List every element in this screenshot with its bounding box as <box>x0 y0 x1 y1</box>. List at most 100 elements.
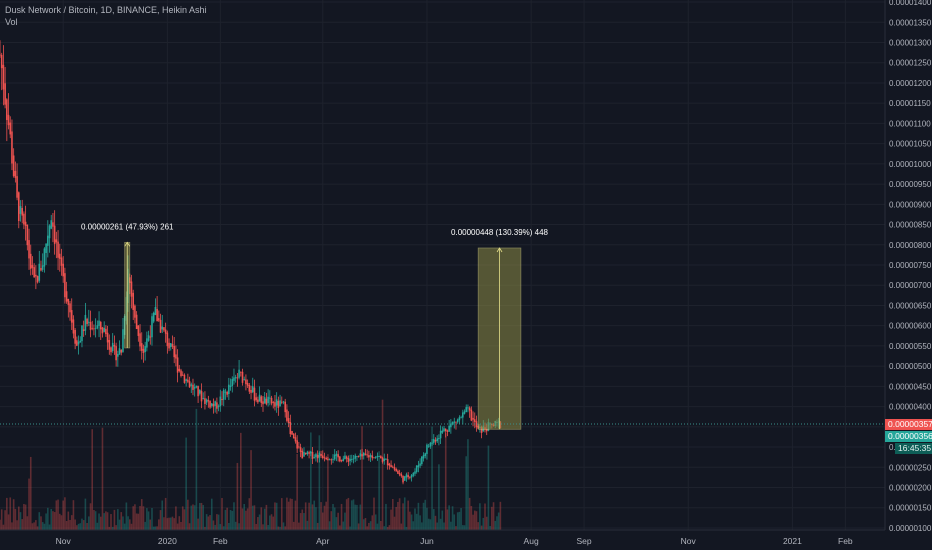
volume-bar <box>199 503 201 530</box>
candle-body <box>364 453 367 455</box>
candle-body <box>40 268 42 271</box>
volume-bar <box>169 517 172 530</box>
volume-bar <box>224 509 227 530</box>
time-tick-label: 2021 <box>783 536 802 546</box>
candle-body <box>374 457 377 458</box>
candle-body <box>417 465 420 468</box>
volume-bar <box>251 505 254 530</box>
volume-bar <box>197 518 199 530</box>
symbol-title[interactable]: Dusk Network / Bitcoin, 1D, BINANCE, Hei… <box>5 5 207 15</box>
candle-body <box>183 374 186 383</box>
candle-body <box>14 170 17 178</box>
volume-bar <box>330 511 333 530</box>
volume-bar <box>26 516 29 530</box>
candle-body <box>57 241 59 258</box>
candle-body <box>332 459 334 461</box>
time-axis[interactable]: Nov 2020 Feb Apr Jun Aug Sep Nov 2021 Feb <box>0 529 885 546</box>
price-tick-label: 0.00000650 <box>889 301 932 310</box>
candle-body <box>89 321 92 330</box>
candle-body <box>431 442 433 444</box>
candle-body <box>424 453 427 456</box>
candle-body <box>132 292 135 310</box>
candle-body <box>188 381 191 388</box>
candle-body <box>154 306 157 315</box>
candle-body <box>41 265 44 270</box>
candle-body <box>366 454 368 456</box>
volume-bar <box>340 503 343 530</box>
volume-bar <box>69 520 71 530</box>
volume-bar <box>272 516 275 530</box>
candle-body <box>349 458 351 462</box>
volume-bar <box>475 511 478 530</box>
volume-bar <box>229 510 232 530</box>
volume-bar <box>159 510 162 530</box>
candle-body <box>229 385 232 388</box>
volume-bar <box>200 502 203 530</box>
price-tick-label: 0.00001400 <box>889 0 932 7</box>
price-tick-label: 0.00000500 <box>889 362 932 371</box>
candle-body <box>193 387 196 389</box>
candle-body <box>373 457 375 459</box>
volume-bar <box>359 504 362 530</box>
volume-bar <box>485 516 488 530</box>
candle-body <box>26 224 29 246</box>
candle-body <box>427 446 430 448</box>
volume-bar <box>407 500 409 530</box>
candle-body <box>303 451 305 457</box>
candle-body <box>117 353 119 357</box>
volume-bar <box>183 509 186 530</box>
candle-body <box>210 403 213 406</box>
measurement-tools[interactable]: 0.00000261 (47.93%) 261 0.00000448 (130.3… <box>81 222 549 430</box>
price-tick-label: 0.00001350 <box>889 18 932 27</box>
candle-body <box>460 417 462 419</box>
candle-body <box>152 312 155 322</box>
candle-body <box>82 329 85 332</box>
candle-body <box>246 382 249 386</box>
candle-body <box>432 439 435 443</box>
volume-bar <box>115 525 117 530</box>
candle-body <box>311 451 314 459</box>
volume-bar <box>419 515 421 530</box>
candle-body <box>352 458 355 460</box>
volume-indicator-label[interactable]: Vol <box>5 17 18 27</box>
candle-body <box>76 340 78 346</box>
candle-body <box>178 368 181 372</box>
volume-bar <box>108 526 111 530</box>
volume-bar <box>477 522 479 530</box>
volume-bar <box>7 514 10 530</box>
candle-body <box>414 471 416 474</box>
time-tick-label: Nov <box>681 536 697 546</box>
candle-body <box>286 409 288 421</box>
candle-body <box>330 459 333 461</box>
volume-bar <box>443 522 445 530</box>
candle-body <box>407 475 409 478</box>
measure-box: 0.00000261 (47.93%) 261 <box>81 222 174 349</box>
volume-bar <box>94 511 97 530</box>
candle-body <box>226 391 228 395</box>
volume-bar <box>55 500 58 530</box>
candle-body <box>245 379 247 385</box>
volume-bar <box>456 512 459 530</box>
candle-body <box>354 455 357 459</box>
candle-body <box>28 240 30 259</box>
volume-bar <box>274 502 276 530</box>
measure-arrow-head <box>496 247 503 253</box>
grid-lines <box>0 0 885 530</box>
volume-bar <box>221 497 223 530</box>
candle-body <box>335 453 338 456</box>
volume-bar <box>310 432 312 530</box>
volume-bar <box>397 501 399 530</box>
candle-body <box>456 419 459 423</box>
volume-bar <box>16 520 18 530</box>
candle-body <box>436 438 438 442</box>
volume-bar <box>448 505 450 530</box>
volume-bar <box>436 522 438 530</box>
candle-body <box>195 385 198 388</box>
candle-body <box>180 370 182 377</box>
time-tick-label: 2020 <box>158 536 177 546</box>
candle-body <box>296 440 298 449</box>
candle-body <box>2 64 5 90</box>
volume-bar <box>299 513 302 530</box>
volume-bar <box>391 499 394 530</box>
